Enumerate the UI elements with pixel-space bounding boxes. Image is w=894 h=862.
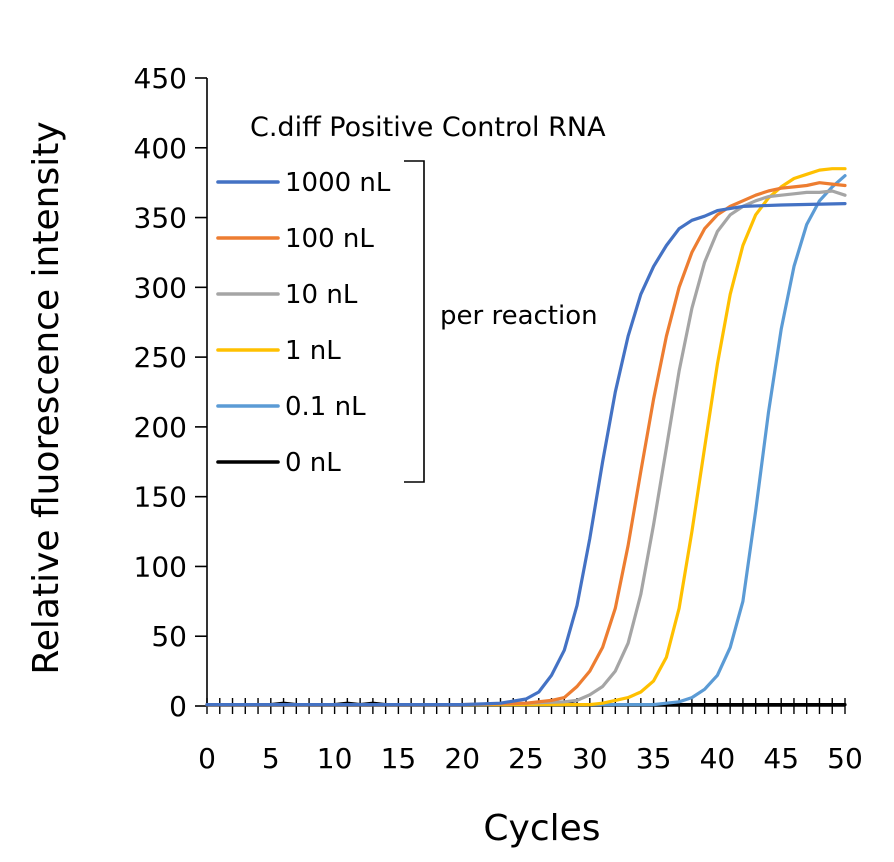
legend-bracket bbox=[404, 160, 425, 483]
legend-label: 1000 nL bbox=[285, 168, 391, 198]
y-tick-label: 450 bbox=[134, 62, 187, 95]
y-tick-label: 350 bbox=[134, 202, 187, 235]
x-tick-label: 20 bbox=[444, 742, 480, 775]
y-tick-label: 200 bbox=[134, 411, 187, 444]
x-tick-label: 25 bbox=[508, 742, 544, 775]
x-tick-label: 40 bbox=[700, 742, 736, 775]
x-tick-label: 35 bbox=[636, 742, 672, 775]
legend-label: 1 nL bbox=[285, 336, 341, 366]
series-line bbox=[205, 181, 847, 707]
axes: 0 50 100 150 200 250 300 350 400 450 0 5 10 15 20 25 30 3… bbox=[134, 62, 863, 775]
legend: 1000 nL 100 nL 10 nL 1 nL 0.1 nL 0 nL bbox=[216, 168, 391, 478]
x-tick-label: 45 bbox=[763, 742, 799, 775]
y-tick-label: 100 bbox=[134, 550, 187, 583]
x-axis-title: Cycles bbox=[483, 808, 600, 849]
legend-label: 0 nL bbox=[285, 448, 341, 478]
x-tick-label: 50 bbox=[827, 742, 863, 775]
series-layer bbox=[205, 167, 847, 707]
series-line bbox=[205, 202, 847, 707]
y-axis-title: Relative fluorescence intensity bbox=[26, 121, 67, 674]
y-tick-label: 250 bbox=[134, 341, 187, 374]
legend-label: 100 nL bbox=[285, 224, 374, 254]
x-tick-label: 5 bbox=[262, 742, 280, 775]
legend-label: 0.1 nL bbox=[285, 392, 366, 422]
chart-title: C.diff Positive Control RNA bbox=[250, 112, 606, 143]
legend-label: 10 nL bbox=[285, 280, 358, 310]
y-tick-label: 300 bbox=[134, 271, 187, 304]
y-tick-label: 150 bbox=[134, 481, 187, 514]
y-tick-label: 0 bbox=[169, 690, 187, 723]
x-tick-label: 0 bbox=[198, 742, 216, 775]
y-tick-label: 50 bbox=[151, 620, 187, 653]
x-tick-label: 30 bbox=[572, 742, 608, 775]
y-tick-label: 400 bbox=[134, 132, 187, 165]
x-tick-label: 10 bbox=[317, 742, 353, 775]
series-line bbox=[205, 174, 847, 707]
x-tick-label: 15 bbox=[381, 742, 417, 775]
bracket-label: per reaction bbox=[440, 301, 598, 331]
